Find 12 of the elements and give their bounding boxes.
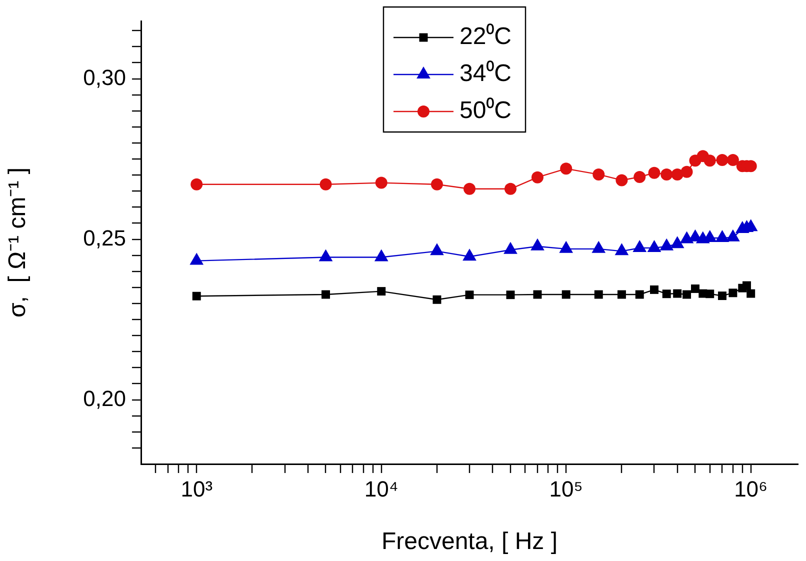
y-tick-label: 0,30 — [83, 64, 126, 90]
x-axis-title: Frecventa, [ Hz ] — [381, 528, 558, 556]
legend-label: 50⁰C — [459, 97, 512, 124]
x-tick-label: 10³ — [180, 476, 213, 502]
y-tick-label: 0,20 — [83, 386, 126, 411]
y-axis-title: σ, [ Ω⁻¹ cm⁻¹ ] — [4, 167, 32, 318]
legend-label: 34⁰C — [459, 60, 512, 88]
x-tick-label: 10⁶ — [734, 476, 768, 502]
legend-label: 22⁰C — [459, 23, 512, 50]
y-tick-label: 0,25 — [83, 225, 126, 250]
x-tick-label: 10⁵ — [549, 476, 583, 502]
x-tick-label: 10⁴ — [364, 476, 398, 502]
